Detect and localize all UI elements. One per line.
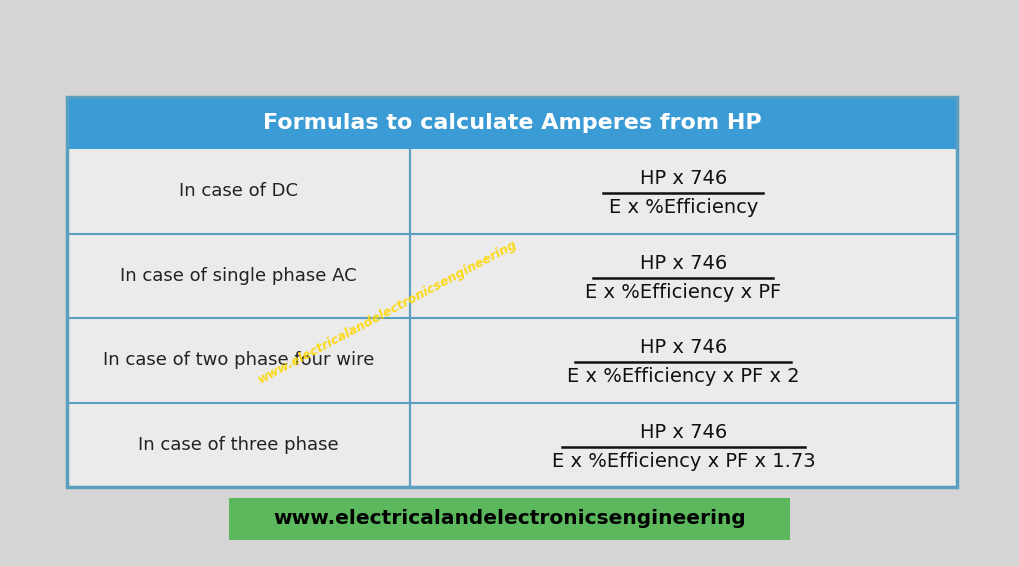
Text: In case of single phase AC: In case of single phase AC bbox=[120, 267, 357, 285]
Bar bbox=[67, 318, 956, 402]
Text: In case of DC: In case of DC bbox=[178, 182, 298, 200]
Text: www.electricalandelectronicsengineering: www.electricalandelectronicsengineering bbox=[256, 237, 519, 385]
Bar bbox=[67, 234, 956, 318]
Bar bbox=[67, 97, 956, 487]
Bar bbox=[67, 97, 956, 149]
Text: Formulas to calculate Amperes from HP: Formulas to calculate Amperes from HP bbox=[263, 113, 760, 133]
Bar bbox=[67, 97, 956, 487]
Bar bbox=[67, 402, 956, 487]
Text: HP x 746: HP x 746 bbox=[639, 169, 727, 188]
Text: In case of three phase: In case of three phase bbox=[138, 436, 338, 454]
Text: E x %Efficiency x PF: E x %Efficiency x PF bbox=[585, 283, 781, 302]
Bar bbox=[229, 498, 790, 540]
Bar bbox=[67, 149, 956, 234]
Text: E x %Efficiency x PF x 1.73: E x %Efficiency x PF x 1.73 bbox=[551, 452, 814, 471]
Text: HP x 746: HP x 746 bbox=[639, 338, 727, 357]
Text: In case of two phase four wire: In case of two phase four wire bbox=[103, 351, 374, 369]
Text: HP x 746: HP x 746 bbox=[639, 423, 727, 441]
Text: www.electricalandelectronicsengineering: www.electricalandelectronicsengineering bbox=[273, 509, 746, 529]
Text: E x %Efficiency x PF x 2: E x %Efficiency x PF x 2 bbox=[567, 367, 799, 386]
Text: HP x 746: HP x 746 bbox=[639, 254, 727, 273]
Text: E x %Efficiency: E x %Efficiency bbox=[608, 198, 757, 217]
